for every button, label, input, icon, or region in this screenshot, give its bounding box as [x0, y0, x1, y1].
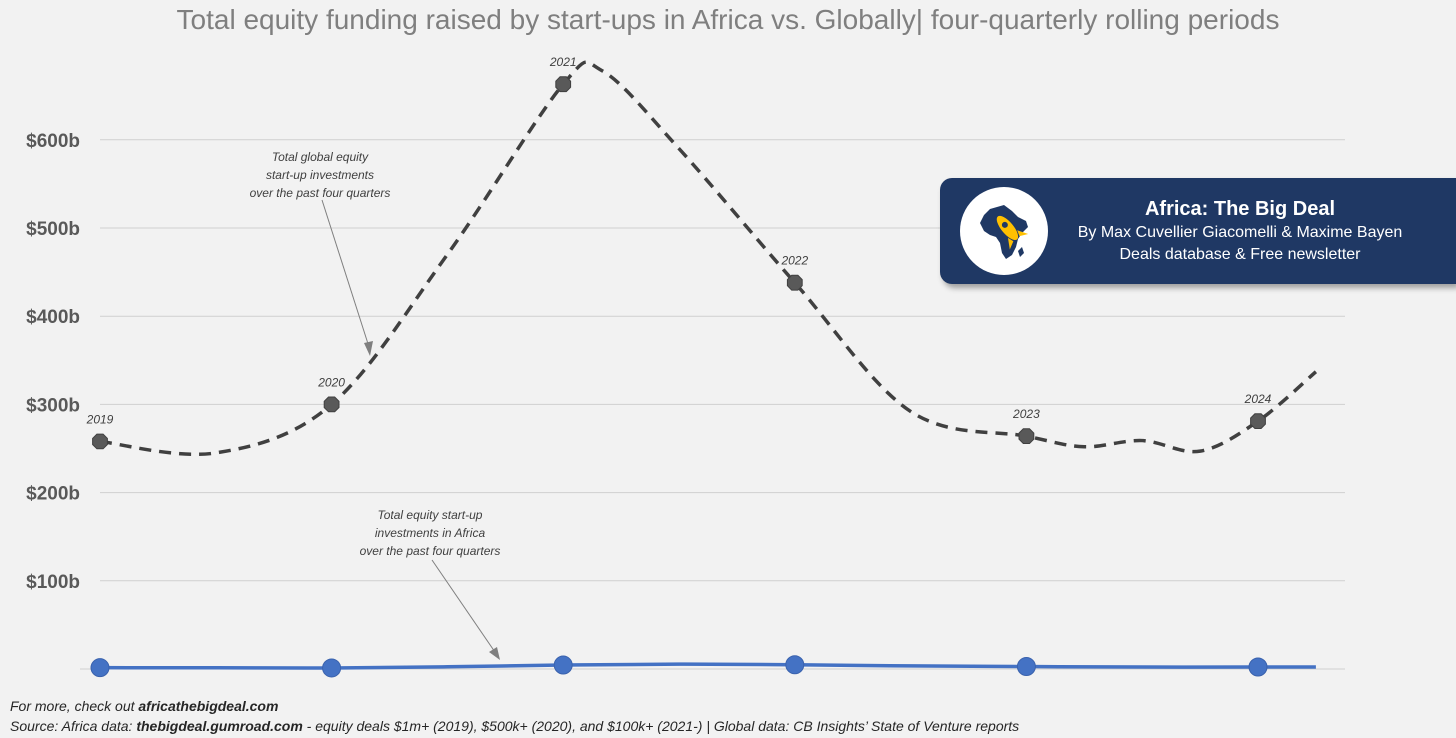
- africa-rocket-icon: [960, 187, 1048, 275]
- data-point-global[interactable]: [323, 396, 340, 413]
- footer-source-prefix: Source: Africa data:: [10, 718, 137, 734]
- chart-title: Total equity funding raised by start-ups…: [176, 4, 1280, 35]
- annotation-arrowhead-global: [364, 341, 373, 356]
- y-tick-label: $300b: [26, 395, 80, 416]
- y-tick-label: $500b: [26, 219, 80, 240]
- footer-website-link[interactable]: africathebigdeal.com: [138, 698, 279, 714]
- footer-more-prefix: For more, check out: [10, 698, 139, 714]
- data-point-africa[interactable]: [322, 658, 342, 678]
- brand-title: Africa: The Big Deal: [1144, 198, 1336, 220]
- series-line-africa: [99, 662, 1316, 670]
- footer-gumroad-link[interactable]: thebigdeal.gumroad.com: [136, 718, 303, 734]
- footer-line-source: Source: Africa data: thebigdeal.gumroad.…: [10, 716, 1019, 736]
- y-tick-label: $600b: [26, 131, 80, 152]
- year-label: 2019: [86, 412, 114, 426]
- data-point-africa[interactable]: [1016, 657, 1036, 677]
- annotation-arrow-global: [321, 199, 371, 351]
- y-tick-label: $200b: [26, 484, 80, 505]
- data-point-africa[interactable]: [90, 658, 110, 678]
- year-label: 2021: [549, 55, 577, 69]
- y-tick-label: $400b: [26, 307, 80, 328]
- data-point-africa[interactable]: [553, 655, 573, 675]
- data-point-africa[interactable]: [1248, 657, 1268, 677]
- annotation-global-line: Total global equity: [271, 150, 369, 164]
- footer-line-more: For more, check out africathebigdeal.com: [10, 696, 1019, 716]
- brand-authors: By Max Cuvellier Giacomelli & Maxime Bay…: [1077, 224, 1403, 241]
- data-point-africa[interactable]: [785, 655, 805, 675]
- year-label: 2023: [1012, 407, 1040, 421]
- year-label: 2024: [1244, 392, 1272, 406]
- data-point-global[interactable]: [555, 76, 572, 93]
- year-label: 2020: [317, 375, 345, 389]
- annotation-africa: Total equity start-up investments in Afr…: [330, 506, 530, 560]
- footer-notes: For more, check out africathebigdeal.com…: [10, 696, 1019, 736]
- data-point-global[interactable]: [1250, 413, 1266, 429]
- annotation-global-line: start-up investments: [265, 168, 375, 182]
- annotation-africa-line: Total equity start-up: [377, 508, 483, 522]
- data-point-global[interactable]: [92, 433, 108, 450]
- annotation-arrowhead-africa: [489, 647, 500, 660]
- annotation-global-line: over the past four quarters: [249, 186, 391, 200]
- brand-tagline: Deals database & Free newsletter: [1119, 246, 1361, 263]
- annotation-global: Total global equity start-up investments…: [215, 148, 425, 202]
- data-point-global[interactable]: [1018, 428, 1035, 444]
- data-point-global[interactable]: [786, 274, 803, 291]
- series-line-global: [99, 60, 1318, 457]
- y-tick-label: $100b: [26, 572, 80, 593]
- footer-source-suffix: - equity deals $1m+ (2019), $500k+ (2020…: [302, 718, 1020, 734]
- annotation-arrow-africa: [431, 559, 498, 656]
- annotation-africa-line: investments in Africa: [374, 526, 486, 540]
- year-label: 2022: [780, 254, 808, 268]
- brand-banner[interactable]: Africa: The Big Deal By Max Cuvellier Gi…: [940, 178, 1456, 284]
- annotation-africa-line: over the past four quarters: [359, 544, 501, 558]
